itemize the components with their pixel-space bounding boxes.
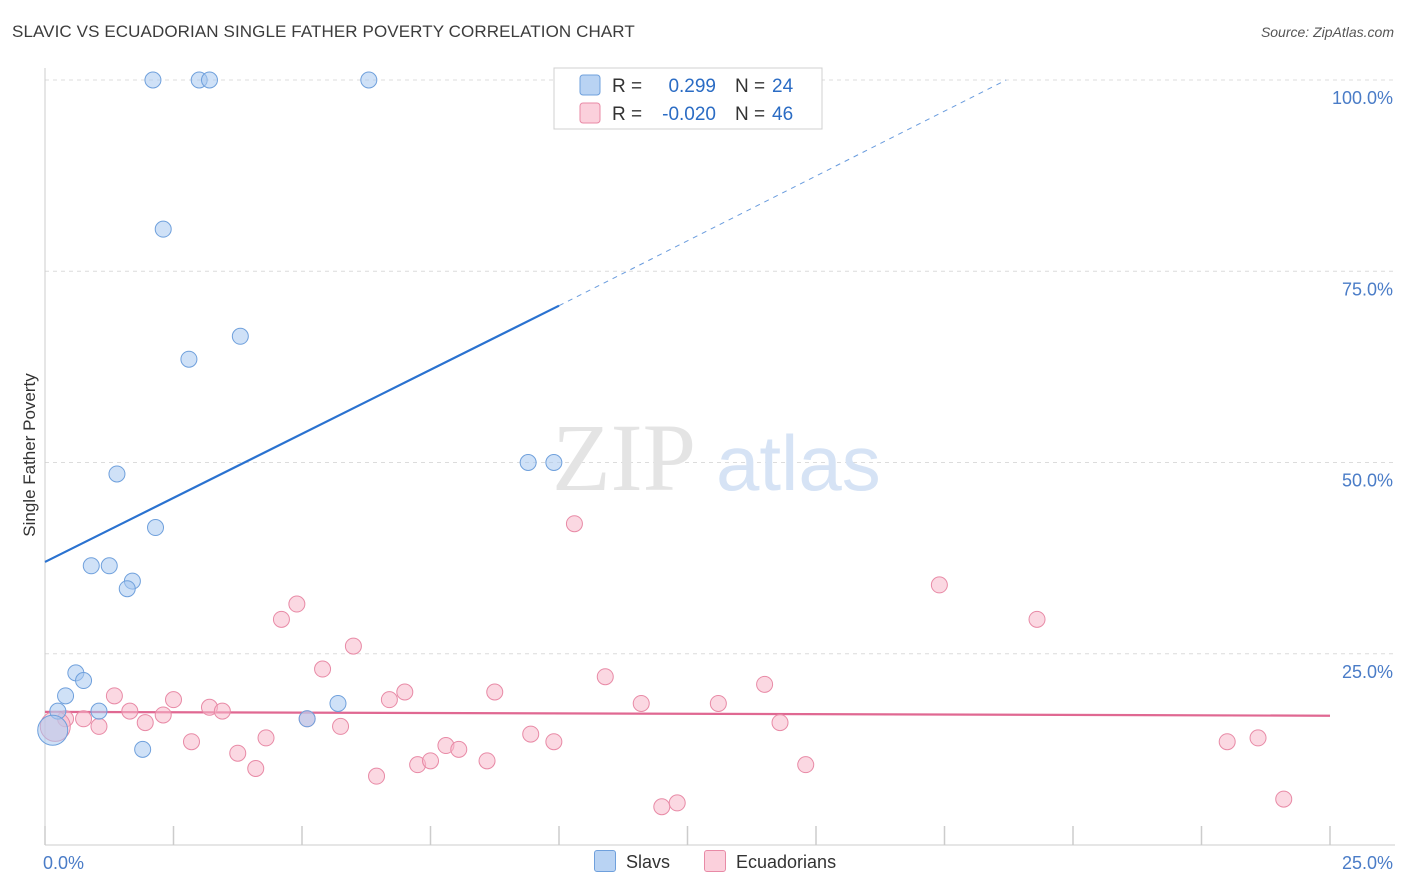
point-ecuadorians [930, 576, 948, 594]
point-ecuadorians [1275, 790, 1293, 808]
point-ecuadorians [565, 515, 583, 533]
point-slavs [82, 557, 100, 575]
legend-r-label-ecuadorians: R = [612, 104, 642, 125]
y-axis-label: Single Father Poverty [20, 373, 39, 537]
point-slavs [100, 557, 118, 575]
point-ecuadorians [257, 729, 275, 747]
point-ecuadorians [709, 694, 727, 712]
point-ecuadorians [136, 714, 154, 732]
point-slavs [180, 350, 198, 368]
legend-label-slavs: Slavs [626, 852, 671, 872]
y-tick-label-1: 75.0% [1342, 279, 1393, 299]
legend-label-ecuadorians: Ecuadorians [736, 852, 837, 872]
point-ecuadorians [1218, 733, 1236, 751]
point-ecuadorians [1249, 729, 1267, 747]
legend-r-value-slavs: 0.299 [668, 76, 716, 97]
point-slavs [108, 465, 126, 483]
point-slavs [329, 694, 347, 712]
point-slavs [360, 71, 378, 89]
point-slavs [57, 687, 75, 705]
point-slavs [147, 519, 165, 537]
point-ecuadorians [596, 668, 614, 686]
legend-r-label-slavs: R = [612, 76, 642, 97]
legend-swatch-slavs [579, 74, 601, 96]
point-slavs [200, 71, 218, 89]
watermark-zip: ZIP [552, 404, 696, 511]
legend-r-value-ecuadorians: -0.020 [662, 104, 716, 125]
point-slavs [75, 672, 93, 690]
point-ecuadorians [632, 694, 650, 712]
chart-title: SLAVIC VS ECUADORIAN SINGLE FATHER POVER… [12, 22, 635, 41]
watermark-atlas: atlas [716, 419, 881, 507]
legend-swatch-slavs-bottom [594, 850, 616, 872]
point-ecuadorians [90, 717, 108, 735]
point-ecuadorians [797, 756, 815, 774]
point-slavs [231, 327, 249, 345]
point-ecuadorians [165, 691, 182, 709]
x-tick-label-1: 25.0% [1342, 853, 1393, 873]
point-ecuadorians [653, 798, 671, 816]
tick-labels: 100.0% 75.0% 50.0% 25.0% 0.0% 25.0% [43, 88, 1393, 873]
point-ecuadorians [105, 687, 123, 705]
point-ecuadorians [380, 691, 398, 709]
y-tick-label-0: 100.0% [1332, 88, 1393, 108]
legend-swatch-ecuadorians-bottom [704, 850, 726, 872]
point-ecuadorians [450, 740, 468, 758]
point-ecuadorians [478, 752, 496, 770]
trend-extension-slavs [558, 79, 1007, 307]
point-ecuadorians [154, 706, 172, 724]
point-ecuadorians [288, 595, 306, 613]
point-slavs [37, 714, 69, 746]
legend-n-value-ecuadorians: 46 [772, 104, 793, 125]
point-ecuadorians [314, 660, 332, 678]
point-ecuadorians [522, 725, 540, 743]
point-slavs [144, 71, 162, 89]
trend-line-ecuadorians [44, 710, 1331, 717]
point-ecuadorians [1028, 610, 1046, 628]
point-ecuadorians [272, 610, 290, 628]
point-slavs [298, 710, 316, 728]
trend-line-slavs [44, 304, 560, 563]
x-tick-label-0: 0.0% [43, 853, 84, 873]
point-slavs [545, 454, 563, 471]
legend-item-slavs: Slavs [594, 850, 670, 873]
point-ecuadorians [668, 794, 686, 812]
watermark: ZIP atlas [552, 404, 881, 511]
point-ecuadorians [396, 683, 414, 701]
axes [44, 68, 1395, 846]
point-ecuadorians [247, 760, 265, 777]
point-ecuadorians [545, 733, 563, 751]
point-ecuadorians [229, 744, 247, 762]
legend-n-label-ecuadorians: N = [735, 104, 765, 125]
legend-swatch-ecuadorians [579, 102, 601, 124]
point-slavs [134, 740, 152, 758]
y-tick-label-2: 50.0% [1342, 471, 1393, 491]
point-ecuadorians [771, 714, 789, 732]
point-ecuadorians [344, 637, 362, 655]
source-label: Source: ZipAtlas.com [1260, 24, 1394, 40]
y-tick-label-3: 25.0% [1342, 662, 1393, 682]
point-ecuadorians [182, 733, 200, 751]
legend-top: R = 0.299 N = 24 R = -0.020 N = 46 [553, 67, 823, 130]
trend-lines [44, 79, 1331, 717]
point-ecuadorians [213, 702, 231, 720]
point-slavs [154, 220, 172, 238]
data-points [37, 71, 1293, 816]
point-ecuadorians [486, 683, 504, 701]
legend-n-label-slavs: N = [735, 76, 765, 97]
point-ecuadorians [332, 717, 350, 735]
point-slavs [118, 580, 136, 598]
point-slavs [90, 702, 108, 720]
point-ecuadorians [422, 752, 439, 770]
legend-item-ecuadorians: Ecuadorians [704, 850, 836, 873]
point-ecuadorians [756, 675, 774, 693]
point-ecuadorians [368, 767, 386, 785]
gridlines [45, 79, 1395, 655]
point-slavs [519, 454, 537, 471]
point-ecuadorians [75, 710, 93, 728]
point-ecuadorians [121, 702, 139, 720]
legend-n-value-slavs: 24 [772, 76, 794, 97]
